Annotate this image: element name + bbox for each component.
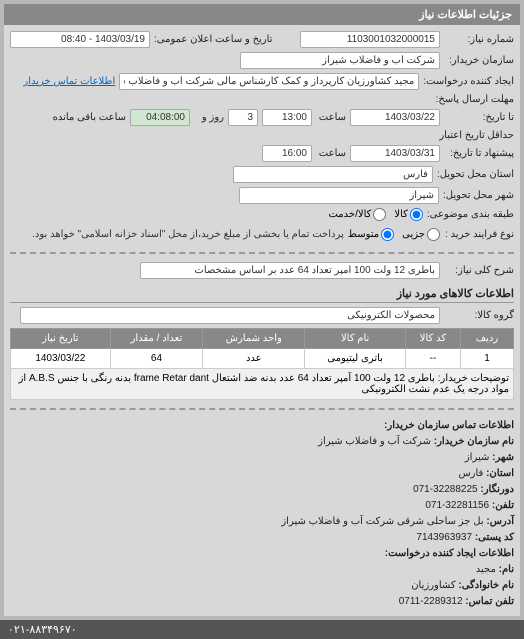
purchase-type-label: نوع فرایند خرید :: [444, 229, 514, 240]
class-radio-kala[interactable]: کالا: [394, 208, 423, 221]
cell-code: --: [405, 349, 460, 369]
deadline-time-input[interactable]: [262, 109, 312, 126]
panel-header: جزئیات اطلاعات نیاز: [4, 4, 520, 25]
contact-info-block: اطلاعات تماس سازمان خریدار: نام سازمان خ…: [10, 418, 514, 610]
class-khadamat-text: کالا/خدمت: [328, 209, 371, 220]
col-unit: واحد شمارش: [203, 329, 305, 349]
postal-value: 7143963937: [416, 532, 472, 543]
cell-date: 1403/03/22: [11, 349, 111, 369]
col-qty: تعداد / مقدار: [110, 329, 203, 349]
purchase-radio-group: جزیی متوسط: [348, 228, 440, 241]
lastname-value: کشاورزیان: [411, 580, 455, 591]
deadline-date-input[interactable]: [350, 109, 440, 126]
class-radio-khadamat[interactable]: کالا/خدمت: [328, 208, 386, 221]
phone-value: 32281156-071: [425, 500, 489, 511]
c-city-value: شیراز: [465, 452, 490, 463]
remaining-time-input[interactable]: [130, 109, 190, 126]
c-province-value: فارس: [458, 468, 483, 479]
cell-unit: عدد: [203, 349, 305, 369]
validity-time-input[interactable]: [262, 145, 312, 162]
req-title: اطلاعات ایجاد کننده درخواست:: [385, 548, 514, 559]
purchase-jozi-text: جزیی: [402, 229, 425, 240]
need-number-label: شماره نیاز:: [444, 34, 514, 45]
table-header-row: ردیف کد کالا نام کالا واحد شمارش تعداد /…: [11, 329, 514, 349]
col-date: تاریخ نیاز: [11, 329, 111, 349]
city-input[interactable]: [239, 187, 439, 204]
time-label-2: ساعت: [316, 148, 346, 159]
address-label: آدرس:: [486, 516, 514, 527]
days-label: روز و: [194, 112, 224, 123]
class-kala-text: کالا: [394, 209, 408, 220]
form-area: شماره نیاز: تاریخ و ساعت اعلان عمومی: سا…: [4, 25, 520, 616]
goods-section-title: اطلاعات کالاهای مورد نیاز: [10, 287, 514, 303]
desc-input[interactable]: [140, 262, 440, 279]
buyer-desc-text: باطری 12 ولت 100 آمپر تعداد 64 عدد بدنه …: [19, 373, 509, 395]
need-number-input[interactable]: [300, 31, 440, 48]
validity-to-label: پیشنهاد تا تاریخ:: [444, 148, 514, 159]
requester-label: ایجاد کننده درخواست:: [423, 76, 514, 87]
province-label: استان محل تحویل:: [437, 169, 514, 180]
purchase-motevaset-text: متوسط: [348, 229, 379, 240]
purchase-radio-jozi[interactable]: جزیی: [402, 228, 440, 241]
name-label: نام:: [499, 564, 514, 575]
goods-table: ردیف کد کالا نام کالا واحد شمارش تعداد /…: [10, 328, 514, 400]
org-label: نام سازمان خریدار:: [434, 436, 514, 447]
days-input[interactable]: [228, 109, 258, 126]
footer-phone: ۰۲۱-۸۸۳۴۹۶۷۰: [0, 620, 524, 639]
cell-qty: 64: [110, 349, 203, 369]
purchase-note: پرداخت تمام یا بخشی از مبلغ خرید،از محل …: [32, 229, 344, 240]
buyer-input[interactable]: [240, 52, 440, 69]
buyer-desc-label: توضیحات خریدار:: [438, 373, 509, 384]
col-idx: ردیف: [461, 329, 514, 349]
class-label: طبقه بندی موضوعی:: [427, 209, 514, 220]
c-city-label: شهر:: [492, 452, 514, 463]
requester-input[interactable]: [119, 73, 419, 90]
desc-label: شرح کلی نیاز:: [444, 265, 514, 276]
group-input[interactable]: [20, 307, 440, 324]
phone-label: تلفن:: [492, 500, 514, 511]
lastname-label: نام خانوادگی:: [458, 580, 514, 591]
announce-label: تاریخ و ساعت اعلان عمومی:: [154, 34, 273, 45]
fax-value: 32288225-071: [413, 484, 478, 495]
col-code: کد کالا: [405, 329, 460, 349]
group-label: گروه کالا:: [444, 310, 514, 321]
contact-title: اطلاعات تماس سازمان خریدار:: [384, 420, 514, 431]
table-row[interactable]: 1 -- باتری لیتیومی عدد 64 1403/03/22: [11, 349, 514, 369]
announce-input[interactable]: [10, 31, 150, 48]
time-label-1: ساعت: [316, 112, 346, 123]
buyer-label: سازمان خریدار:: [444, 55, 514, 66]
address-value: بل جز ساحلی شرقی شرکت آب و فاضلاب شیراز: [281, 516, 483, 527]
separator-2: [10, 408, 514, 410]
deadline-label: مهلت ارسال پاسخ:: [436, 94, 514, 105]
remaining-label: ساعت باقی مانده: [53, 112, 126, 123]
province-input[interactable]: [233, 166, 433, 183]
table-detail-row: توضیحات خریدار: باطری 12 ولت 100 آمپر تع…: [11, 369, 514, 400]
fax-label: دورنگار:: [480, 484, 514, 495]
cell-idx: 1: [461, 349, 514, 369]
contact-link[interactable]: اطلاعات تماس خریدار: [23, 76, 115, 87]
cell-name: باتری لیتیومی: [305, 349, 406, 369]
name-value: مجید: [476, 564, 496, 575]
contact-phone-label: تلفن تماس:: [465, 596, 514, 607]
c-province-label: استان:: [486, 468, 514, 479]
col-name: نام کالا: [305, 329, 406, 349]
org-value: شرکت آب و فاضلاب شیراز: [318, 436, 431, 447]
purchase-radio-motevaset[interactable]: متوسط: [348, 228, 394, 241]
city-label: شهر محل تحویل:: [443, 190, 514, 201]
validity-date-input[interactable]: [350, 145, 440, 162]
class-radio-group: کالا کالا/خدمت: [328, 208, 422, 221]
separator-1: [10, 252, 514, 254]
validity-label: حداقل تاریخ اعتبار: [439, 130, 514, 141]
to-date-label: تا تاریخ:: [444, 112, 514, 123]
postal-label: کد پستی:: [475, 532, 514, 543]
contact-phone-value: 2289312-0711: [399, 596, 463, 607]
